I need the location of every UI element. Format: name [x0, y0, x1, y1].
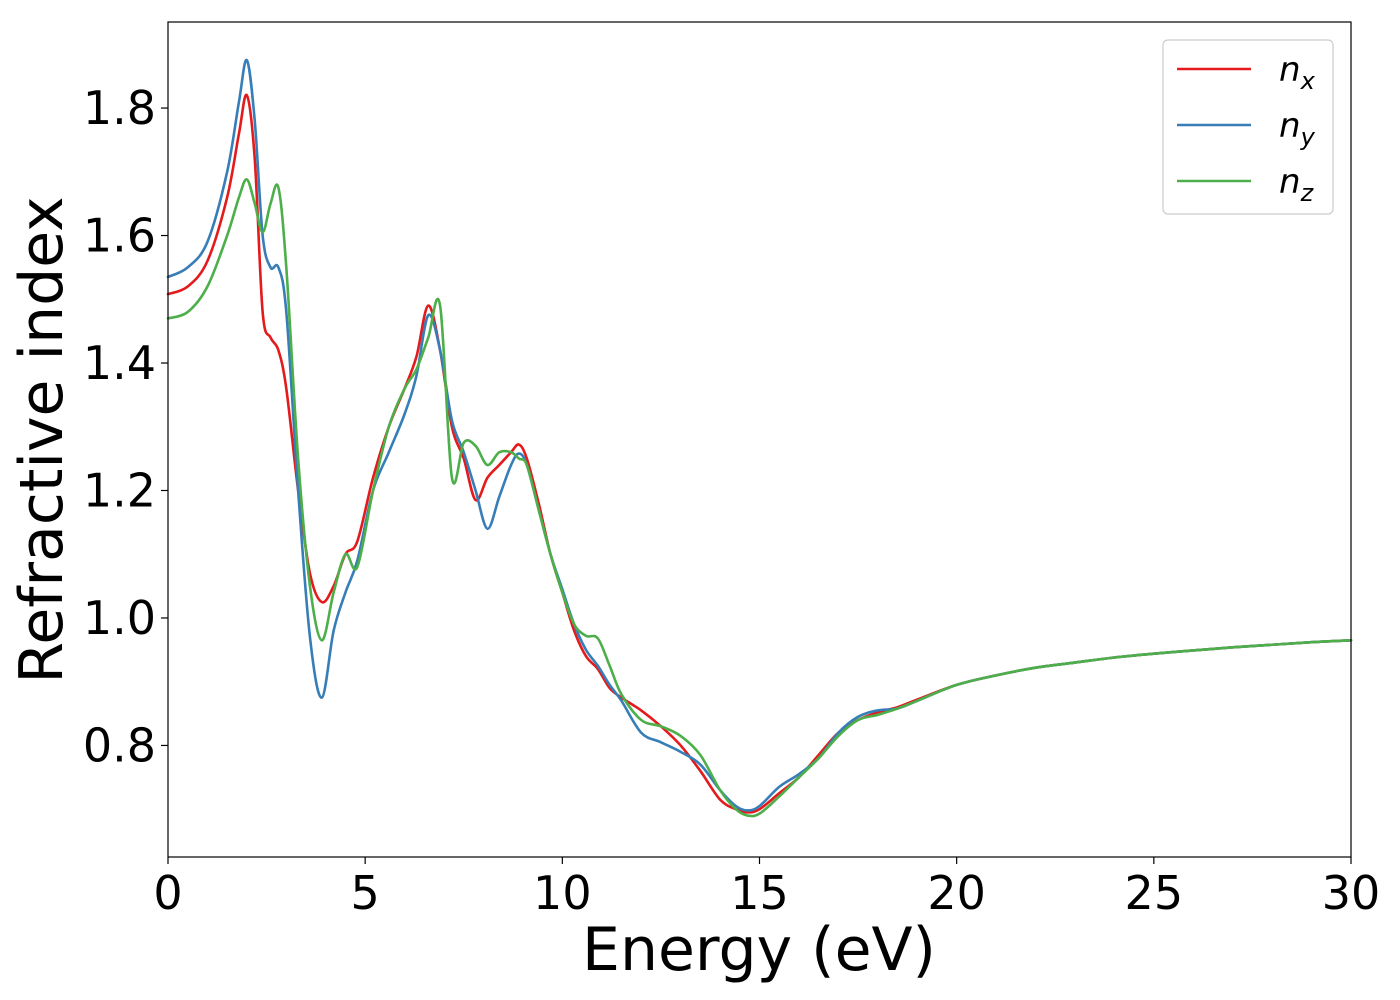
- y-tick-label: 0.8: [83, 718, 156, 772]
- y-tick-label: 1.8: [83, 81, 156, 135]
- x-tick-label: 25: [1125, 866, 1184, 920]
- x-tick-label: 5: [351, 866, 380, 920]
- x-tick-label: 30: [1322, 866, 1381, 920]
- x-axis-ticks: 0 5 10 15 20 25 30: [153, 857, 1380, 920]
- x-tick-label: 20: [927, 866, 986, 920]
- y-tick-label: 1.6: [83, 209, 156, 263]
- legend: nx ny nz: [1162, 39, 1334, 215]
- series-line-z: [166, 178, 1353, 818]
- y-tick-label: 1.0: [83, 591, 156, 645]
- x-axis-title: Energy (eV): [582, 915, 936, 985]
- legend-label-y: ny: [1279, 106, 1316, 151]
- x-tick-label: 15: [730, 866, 789, 920]
- legend-label-z: nz: [1279, 162, 1315, 207]
- legend-box: [1162, 39, 1334, 215]
- series-layer: [166, 58, 1353, 818]
- legend-items: nx ny nz: [1177, 50, 1316, 207]
- y-tick-label: 1.4: [83, 336, 156, 390]
- y-axis-title: Refractive index: [7, 196, 77, 683]
- x-tick-label: 0: [153, 866, 182, 920]
- legend-label-x: nx: [1279, 50, 1316, 95]
- y-axis-ticks: 0.8 1.0 1.2 1.4 1.6 1.8: [83, 81, 168, 772]
- x-tick-label: 10: [533, 866, 592, 920]
- y-tick-label: 1.2: [83, 463, 156, 517]
